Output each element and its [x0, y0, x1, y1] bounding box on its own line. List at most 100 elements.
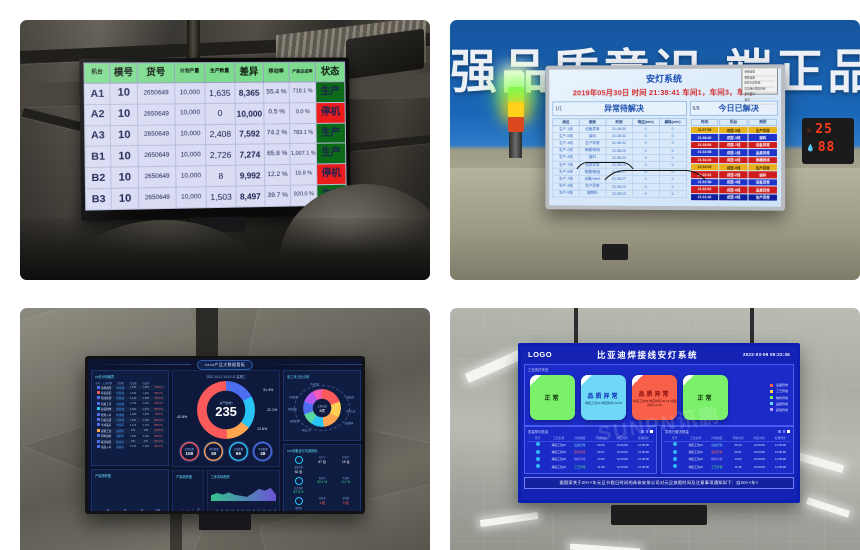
screen-mount-box	[611, 505, 707, 525]
list-item: 返修工位 返修区 420 268 63.8 %	[95, 428, 165, 433]
production-status-screen[interactable]: 机台 模号 货号 计划产量 生产数量 差异 移动率 产能达成率 状态 A1 10 2…	[79, 57, 351, 233]
dashboard-title: xxxx产品大数据看板	[196, 359, 254, 370]
station-status-card[interactable]: 品质异常 焊接工位02 响应时间 02:25	[581, 375, 626, 420]
cell-machine: B3	[85, 188, 112, 211]
station-status-card[interactable]: 正常	[683, 375, 728, 420]
menu-item[interactable]: 退出	[744, 98, 775, 105]
table-cell: 84.9 %	[154, 434, 163, 438]
row-indicator	[527, 463, 548, 470]
table-cell: 21:38:39	[605, 125, 633, 133]
bar-chart	[95, 480, 165, 508]
kpi-circle: 在制品数 108	[178, 441, 200, 462]
status-dot	[95, 428, 101, 433]
table-cell: 21:38:23	[605, 154, 633, 162]
table-cell: 80.6 %	[152, 407, 165, 412]
axis-tick: 17时	[257, 510, 261, 511]
table-row: 21:35:54 成型-7线 设备异常	[690, 141, 777, 149]
column-header: 开始时间	[727, 435, 749, 442]
cell-part-no: 2650649	[138, 166, 176, 189]
cell-diff: 7,592	[235, 123, 265, 145]
kpi-value: 48	[260, 451, 266, 456]
table-row: A2 10 2650649 10,000 0 10,000 0.5 % 0.0 % 停机	[84, 102, 346, 126]
bi-dashboard-screen[interactable]: xxxx产品大数据看板 xx设计明细表 序号 工序名称 计划量 完成量 达成率 注塑成型…	[85, 356, 365, 530]
table-cell: 0	[659, 132, 687, 140]
header-diff: 差异	[234, 62, 264, 83]
system-menu-popup[interactable]: 系统设置 报警设置 历史记录查询 异常统计报表查询 重新登录 退出	[741, 68, 778, 105]
table-cell: 0	[632, 125, 660, 133]
station-status-section: 工位安灯状态 正常 品质异常 焊接工位02 响应时间 02:25 品质异常 焊接工位03…	[524, 364, 794, 426]
cell-mold: 10	[111, 167, 139, 189]
stat-value: 82 台	[294, 470, 303, 474]
photo-byd-welding-andon-board[interactable]: LOGO 比亚迪焊接线安灯系统 2022-03-09 09:22:36 工位安灯…	[450, 308, 860, 550]
list-item: 总装线体 总装线 2,500 2,015 80.6 %	[95, 407, 165, 412]
table-row: 焊接工位02 品质异常 09:47 12:05:08 12:05:08	[664, 448, 791, 455]
table-cell: 模具房	[114, 439, 127, 444]
station-status-title: 工位安灯状态	[528, 367, 549, 372]
station-status-card[interactable]: 品质异常 焊接工位03 响应时间 00:19 处理时间 02:25	[632, 375, 677, 420]
legend-label: 其他异常	[775, 407, 788, 412]
production-table: 机台 模号 货号 计划产量 生产数量 差异 移动率 产能达成率 状态 A1 10 2…	[83, 61, 347, 211]
table-row: 焊接工位02 品质异常 09:47 12:05:08 12:05:08	[527, 448, 654, 455]
table-cell: 焊接工位04	[551, 464, 566, 469]
stat-cell: 综合效率 87.6 %	[287, 476, 310, 494]
table-cell: 设备异常	[748, 179, 777, 186]
table-cell: 品质异常	[711, 450, 723, 455]
screen-hanger	[750, 308, 754, 344]
humidity-value: 88	[817, 140, 836, 155]
table-cell: 换模换线	[748, 156, 777, 164]
column-header: 达成率	[142, 382, 150, 385]
table-cell: 生产-2线	[552, 146, 580, 155]
rose-center-value: 8项	[319, 408, 325, 413]
cell-made-qty: 1,635	[204, 82, 235, 104]
table-cell: 喷涂处理	[101, 396, 114, 401]
table-cell: 1,902	[142, 413, 150, 417]
pending-page-indicator[interactable]: 1/1	[555, 105, 563, 112]
table-cell: 2,318	[142, 445, 150, 449]
tower-green-segment	[508, 87, 524, 102]
rose-tag-1: 注塑成型	[289, 397, 298, 399]
table-row: 生产-3线 生产异常 21:38:32 0 0	[552, 139, 687, 148]
floor-adapter-box	[602, 244, 628, 260]
quarter-bar-chart	[176, 479, 200, 507]
legend-item: 品质异常	[769, 402, 788, 406]
cell-part-no: 2650649	[137, 82, 175, 105]
stat-value: 1 起	[319, 501, 326, 505]
photo-production-status-board[interactable]: 机台 模号 货号 计划产量 生产数量 差异 移动率 产能达成率 状态 A1 10 2…	[20, 20, 430, 280]
axis-tick: 01时	[215, 510, 218, 511]
table-cell: 检测入库	[101, 413, 112, 417]
row-indicator	[664, 456, 685, 463]
table-cell: 品质异常	[574, 450, 586, 455]
pagination-dots[interactable]	[641, 430, 653, 433]
station-status-card[interactable]: 正常	[530, 375, 575, 420]
table-header-row: 时间 机台 类别	[690, 118, 777, 126]
table-cell: 生产异常	[748, 126, 777, 134]
table-row: 生产-5线 缺料 21:38:33 0 0	[552, 132, 687, 140]
cell-diff: 7,274	[235, 144, 265, 166]
cell-capacity-rate: 15.9 %	[290, 164, 317, 186]
gauge-icon	[294, 497, 303, 505]
area-chart	[210, 487, 277, 501]
header-capacity-rate: 产能达成率	[289, 62, 316, 83]
axis-tick: 三季	[191, 508, 195, 511]
kpi-circle: 合格数量 59	[227, 441, 249, 462]
photo-andon-system-board[interactable]: 强品质意识 端正品质态 安灯系统 2019年05月30日 时间 21:38:41…	[450, 20, 860, 280]
pagination-dots[interactable]	[778, 430, 790, 433]
table-row: 焊接工位01 设备异常 09:15 12:05:08 12:05:08	[664, 441, 791, 448]
gauge-icon	[294, 456, 303, 464]
rose-center: 工序占比 8项	[313, 399, 331, 417]
row-indicator	[664, 448, 685, 455]
table-cell: 成型-4线	[719, 178, 748, 186]
table-cell: 0	[632, 161, 660, 169]
card-fold-corner	[683, 375, 694, 386]
photo-bi-dashboard-board[interactable]: xxxx产品大数据看板 xx设计明细表 序号 工序名称 计划量 完成量 达成率 注塑成型…	[20, 308, 430, 550]
right-column: 各工序占比分析 工序占比 8项 注塑成型 焊接装配 喷涂处理	[283, 370, 362, 511]
axis-tick: 03时	[220, 510, 224, 511]
legend-swatch	[769, 389, 773, 393]
table-cell: 3,100	[129, 423, 137, 427]
byd-andon-screen[interactable]: LOGO 比亚迪焊接线安灯系统 2022-03-09 09:22:36 工位安灯…	[518, 343, 800, 525]
table-cell: 2,380	[129, 413, 137, 417]
table-cell: 焊接工位03	[551, 457, 566, 462]
table-row: 焊接工位04 工艺异常 11:38 12:05:08 12:05:08	[527, 463, 654, 470]
resolved-page-indicator[interactable]: 6/8	[692, 105, 700, 112]
station-status-detail: 焊接工位03 响应时间 00:19 处理时间 02:25	[632, 398, 677, 407]
